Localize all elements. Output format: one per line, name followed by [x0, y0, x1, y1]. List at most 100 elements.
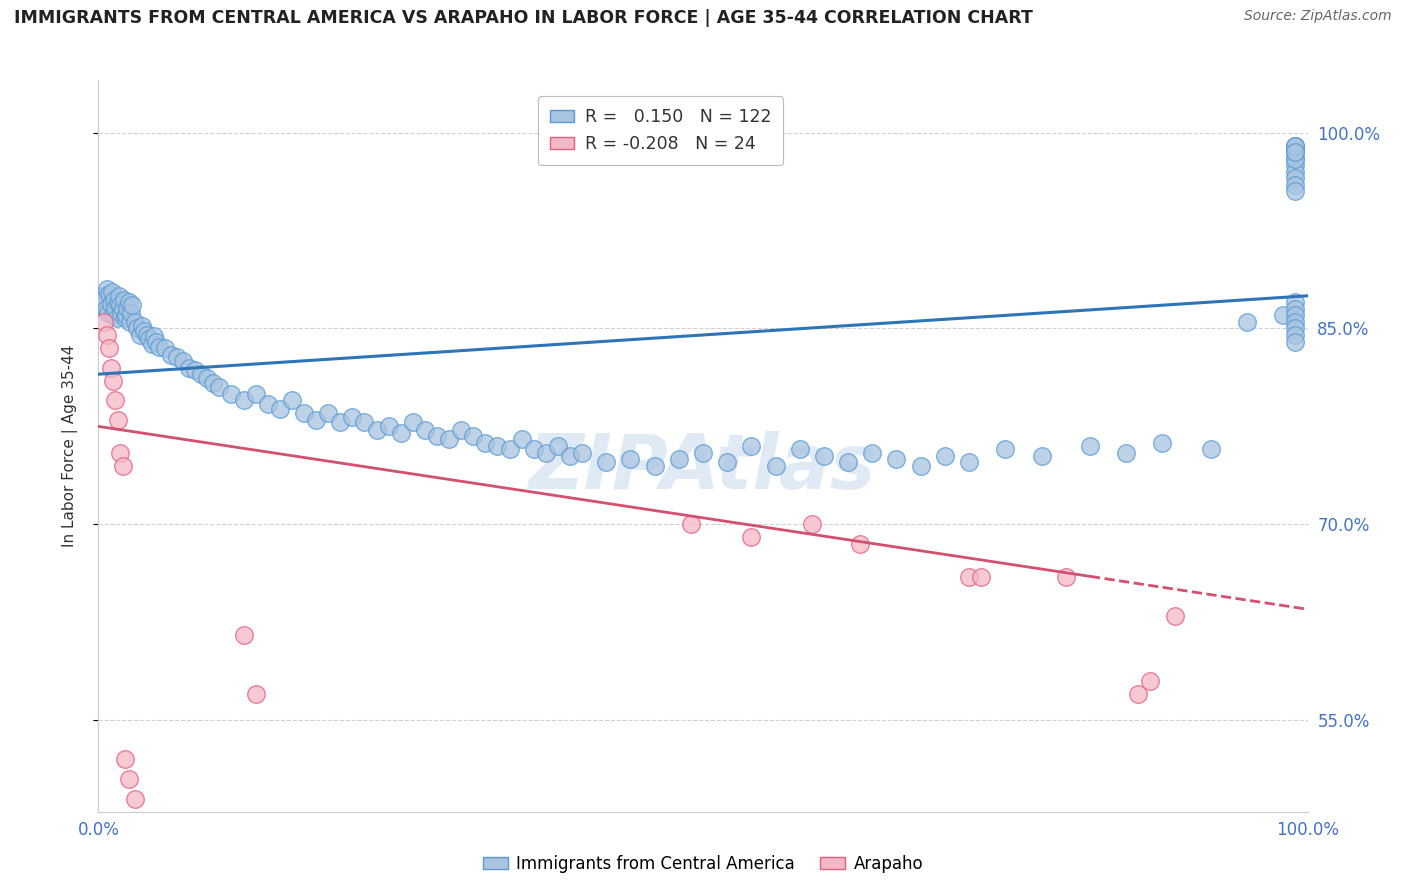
Point [91, 298, 114, 312]
Point [571, 445, 593, 459]
Point [619, 452, 641, 467]
Point [103, 293, 125, 307]
Point [450, 423, 472, 437]
Point [957, 569, 980, 583]
Point [101, 374, 124, 388]
Point [740, 439, 762, 453]
Point [172, 354, 194, 368]
Point [90, 295, 112, 310]
Point [104, 393, 127, 408]
Point [93, 293, 115, 307]
Point [1284, 152, 1306, 166]
Point [145, 334, 167, 349]
Point [107, 413, 129, 427]
Point [97, 306, 120, 320]
Point [1236, 315, 1258, 329]
Point [437, 433, 460, 447]
Point [740, 530, 762, 544]
Point [1284, 158, 1306, 172]
Point [245, 687, 267, 701]
Point [128, 328, 150, 343]
Point [269, 402, 291, 417]
Point [813, 450, 835, 464]
Point [1284, 138, 1306, 153]
Point [166, 350, 188, 364]
Point [316, 406, 339, 420]
Point [1284, 145, 1306, 160]
Point [114, 311, 136, 326]
Point [789, 442, 811, 456]
Point [100, 296, 122, 310]
Point [245, 386, 267, 401]
Point [1284, 309, 1306, 323]
Point [1284, 145, 1306, 160]
Point [1054, 569, 1077, 583]
Point [118, 295, 141, 310]
Legend: Immigrants from Central America, Arapaho: Immigrants from Central America, Arapaho [477, 848, 929, 880]
Point [112, 293, 135, 307]
Point [108, 298, 131, 312]
Point [96, 282, 118, 296]
Point [135, 328, 157, 343]
Point [860, 445, 883, 459]
Point [389, 425, 412, 440]
Point [413, 423, 436, 437]
Point [329, 416, 352, 430]
Point [342, 410, 364, 425]
Point [1284, 152, 1306, 166]
Point [1284, 165, 1306, 179]
Point [910, 458, 932, 473]
Point [195, 371, 218, 385]
Point [934, 450, 956, 464]
Point [765, 458, 787, 473]
Point [292, 406, 315, 420]
Point [100, 285, 122, 299]
Point [558, 450, 581, 464]
Point [98, 287, 121, 301]
Point [1284, 138, 1306, 153]
Point [837, 455, 859, 469]
Point [107, 295, 129, 310]
Point [184, 363, 207, 377]
Point [510, 433, 533, 447]
Point [281, 393, 304, 408]
Point [117, 301, 139, 315]
Point [402, 416, 425, 430]
Point [1284, 178, 1306, 192]
Point [692, 445, 714, 459]
Point [111, 458, 134, 473]
Point [474, 436, 496, 450]
Point [486, 439, 509, 453]
Point [179, 360, 201, 375]
Point [353, 416, 375, 430]
Text: IMMIGRANTS FROM CENTRAL AMERICA VS ARAPAHO IN LABOR FORCE | AGE 35-44 CORRELATIO: IMMIGRANTS FROM CENTRAL AMERICA VS ARAPA… [14, 9, 1033, 27]
Legend: R =   0.150   N = 122, R = -0.208   N = 24: R = 0.150 N = 122, R = -0.208 N = 24 [538, 96, 783, 165]
Point [1139, 674, 1161, 689]
Point [104, 301, 127, 315]
Point [994, 442, 1017, 456]
Text: Source: ZipAtlas.com: Source: ZipAtlas.com [1244, 9, 1392, 23]
Point [190, 367, 212, 381]
Point [970, 569, 993, 583]
Point [143, 329, 166, 343]
Point [1115, 445, 1137, 459]
Point [118, 772, 141, 786]
Point [221, 386, 243, 401]
Point [1152, 436, 1174, 450]
Point [131, 318, 153, 333]
Point [366, 423, 388, 437]
Point [1284, 301, 1306, 316]
Point [108, 445, 131, 459]
Point [463, 428, 485, 442]
Point [644, 458, 666, 473]
Point [1031, 450, 1053, 464]
Point [957, 455, 980, 469]
Point [124, 791, 146, 805]
Point [426, 428, 449, 442]
Point [1284, 184, 1306, 198]
Point [1199, 442, 1222, 456]
Point [111, 301, 134, 316]
Point [1272, 309, 1295, 323]
Point [91, 289, 114, 303]
Point [101, 309, 124, 323]
